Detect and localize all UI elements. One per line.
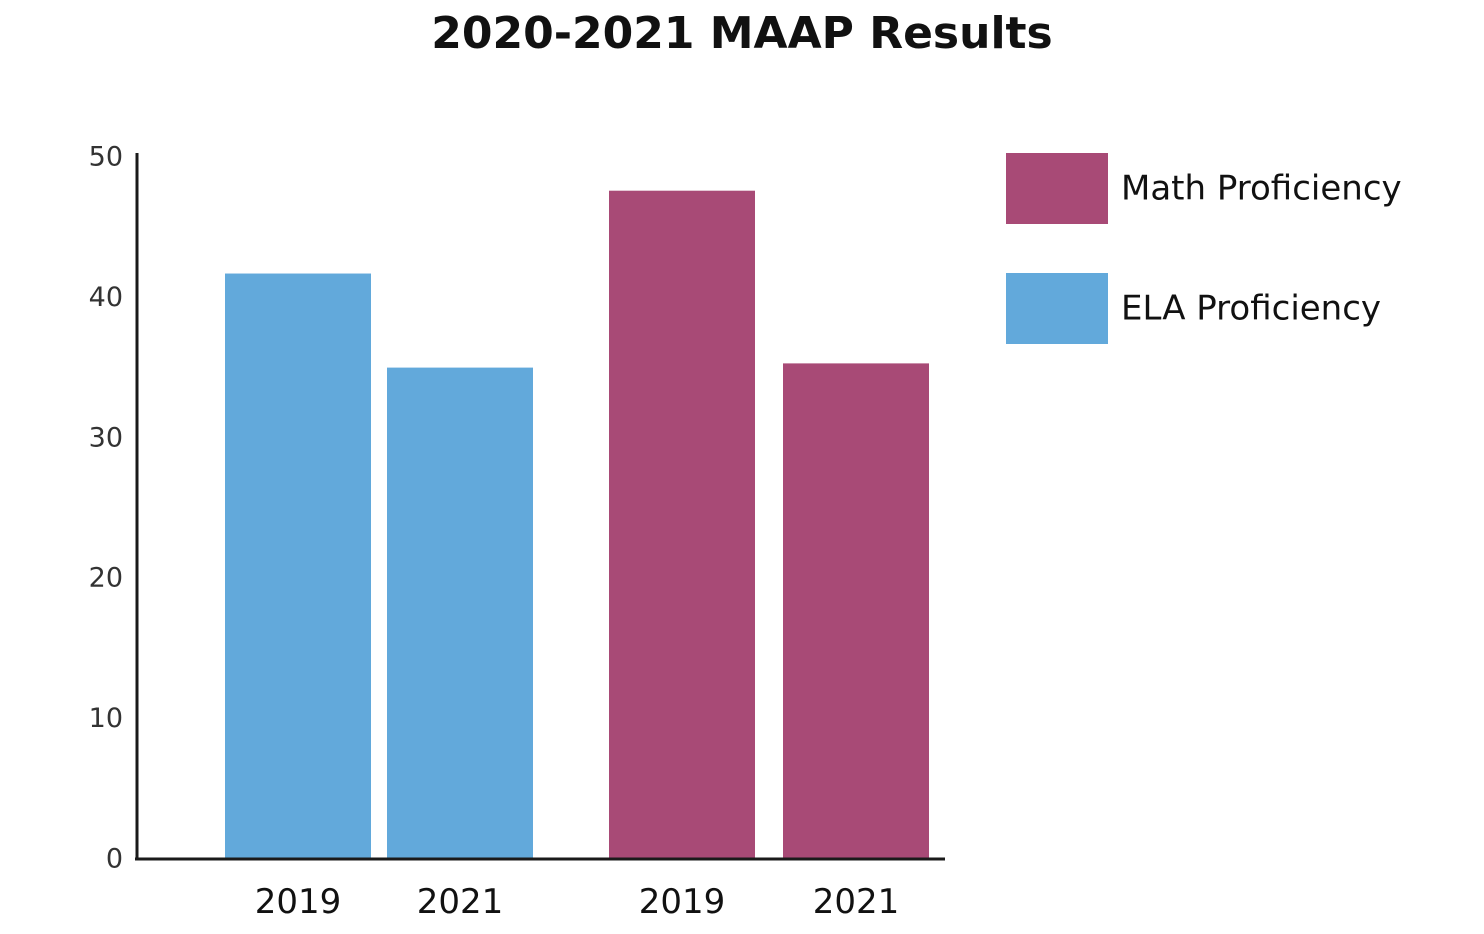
y-tick-label: 20 <box>89 563 123 594</box>
legend-label: ELA Proficiency <box>1121 289 1381 329</box>
y-tick-label: 50 <box>89 142 123 173</box>
x-category-label: 2021 <box>417 882 504 922</box>
bars <box>225 190 929 860</box>
y-tick-label: 40 <box>89 282 123 313</box>
bar-ela-proficiency-2021 <box>387 367 533 859</box>
bar-ela-proficiency-2019 <box>225 273 371 860</box>
legend-swatch <box>1006 273 1108 344</box>
bar-math-proficiency-2021 <box>783 363 929 859</box>
x-category-label: 2019 <box>639 882 726 922</box>
y-tick-label: 10 <box>89 703 123 734</box>
y-tick-label: 30 <box>89 422 123 453</box>
legend-swatch <box>1006 153 1108 224</box>
x-axis-labels: 2019 2021 2019 2021 <box>255 882 900 922</box>
legend: Math Proficiency ELA Proficiency <box>1006 153 1402 344</box>
chart-title: 2020-2021 MAAP Results <box>431 8 1053 59</box>
y-tick-label: 0 <box>106 844 123 875</box>
bar-math-proficiency-2019 <box>609 190 755 860</box>
x-category-label: 2019 <box>255 882 342 922</box>
legend-label: Math Proficiency <box>1121 169 1402 209</box>
x-category-label: 2021 <box>813 882 900 922</box>
y-axis-ticks: 0 10 20 30 40 50 <box>89 142 123 875</box>
